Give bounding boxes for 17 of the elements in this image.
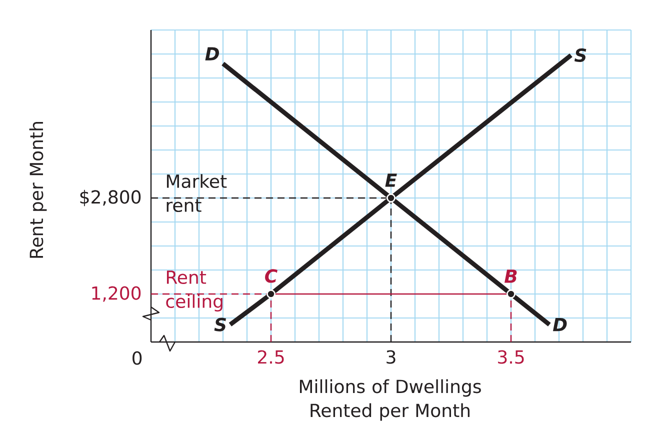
annotation: E xyxy=(385,174,397,187)
text: 0 xyxy=(132,351,142,365)
annotation: B xyxy=(504,270,517,283)
ref-line-label: Market rent xyxy=(166,174,227,212)
y-tick-label: 1,200 xyxy=(92,286,141,302)
series-label: S xyxy=(574,48,586,62)
annotation: C xyxy=(265,269,278,283)
x-tick-label: 3.5 xyxy=(498,350,524,364)
x-tick-label: 2.5 xyxy=(258,350,284,364)
y-tick-label: $2,800 xyxy=(80,190,141,206)
series-label: D xyxy=(552,318,567,332)
text: S xyxy=(214,318,226,332)
text: D xyxy=(205,47,220,60)
ref-line-label: Rent ceiling xyxy=(166,270,222,312)
x-tick-label: 3 xyxy=(386,350,396,364)
y-axis-title: Rent per Month xyxy=(29,122,47,258)
x-axis-title: Millions of Dwellings Rented per Month xyxy=(300,379,481,421)
